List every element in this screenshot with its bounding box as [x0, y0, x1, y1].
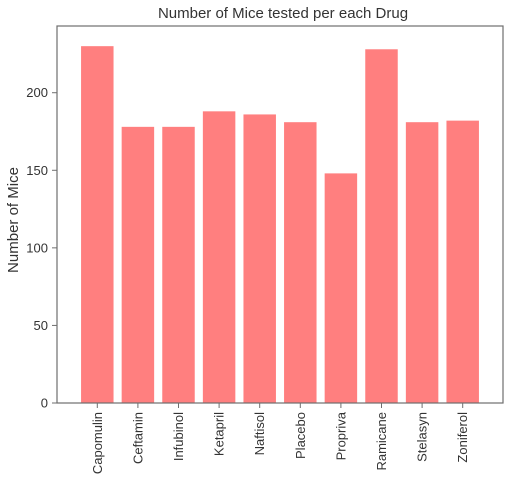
x-tick-label: Placebo	[293, 412, 308, 459]
y-tick-label: 150	[26, 163, 48, 178]
chart-title: Number of Mice tested per each Drug	[158, 5, 408, 22]
x-tick-label: Stelasyn	[415, 412, 430, 462]
x-tick-label: Ceftamin	[130, 412, 145, 464]
y-axis-label: Number of Mice	[5, 167, 22, 273]
x-ticks-group: Capomulin Ceftamin Infubinol Ketapril Naftis…	[90, 403, 470, 474]
x-tick-label: Naftisol	[252, 412, 267, 455]
bar-capomulin	[81, 46, 114, 403]
bar-ketapril	[202, 111, 236, 403]
y-ticks-group: 0 50 100 150 200	[26, 85, 57, 411]
y-tick-label: 50	[34, 318, 48, 333]
y-tick-label: 200	[26, 85, 48, 100]
bars-group	[81, 46, 479, 403]
x-tick-label: Capomulin	[90, 412, 105, 474]
bar-infubinol	[162, 126, 195, 403]
x-tick-label: Zoniferol	[455, 412, 470, 463]
plot-frame	[56, 25, 504, 404]
x-tick-label: Infubinol	[171, 412, 186, 461]
y-tick-label: 0	[41, 396, 48, 411]
bar-naftisol	[243, 114, 276, 403]
bar-ceftamin	[121, 126, 155, 403]
x-tick-label: Ketapril	[212, 412, 227, 456]
bar-ramicane	[365, 49, 398, 403]
x-tick-label: Ramicane	[374, 412, 389, 471]
y-tick-label: 100	[26, 240, 48, 255]
bar-zoniferol	[446, 120, 479, 403]
bar-propriva	[324, 173, 358, 403]
bar-stelasyn	[405, 122, 439, 403]
bar-placebo	[284, 122, 317, 403]
x-tick-label: Propriva	[333, 411, 348, 460]
